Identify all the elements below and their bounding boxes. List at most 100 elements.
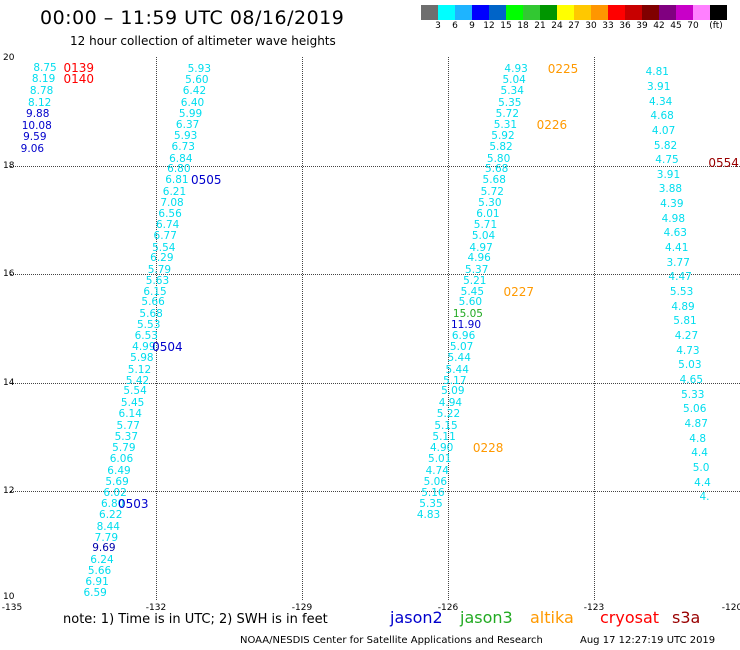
wave-height-value: 6.59 (83, 587, 107, 600)
wave-height-value: 6.73 (171, 140, 195, 153)
wave-height-value: 6.96 (451, 329, 476, 342)
wave-height-value: 5.11 (432, 430, 456, 443)
wave-height-value: 5.69 (105, 475, 129, 488)
generation-timestamp: Aug 17 12:27:19 UTC 2019 (580, 635, 716, 646)
legend-tick-label: 15 (500, 21, 512, 31)
legend-tick-label: 6 (452, 21, 458, 31)
legend-swatch (608, 5, 625, 20)
legend-tick-label: 9 (469, 21, 475, 31)
legend-tick-label: 70 (687, 21, 699, 31)
wave-height-value: 10.08 (21, 119, 52, 132)
wave-height-value: 9.06 (20, 142, 45, 155)
wave-height-value: 5.79 (147, 263, 172, 276)
gridline-vertical (156, 57, 157, 600)
y-axis-tick-label: 14 (3, 377, 15, 388)
wave-height-value: 4.39 (660, 197, 684, 210)
wave-height-value: 5.72 (495, 107, 520, 120)
wave-height-value: 5.92 (491, 130, 515, 143)
y-axis-tick-label: 10 (3, 592, 15, 602)
pass-time-label: 0227 (503, 284, 535, 299)
legend-cryosat: cryosat (600, 608, 660, 627)
wave-height-value: 5.01 (428, 453, 452, 466)
pass-time-label: 0505 (191, 173, 222, 188)
wave-height-value: 4.81 (645, 65, 669, 78)
wave-height-value: 5.68 (482, 174, 506, 186)
legend-swatch (676, 5, 693, 20)
wave-height-value: 4.47 (668, 271, 692, 284)
map-subtitle: 12 hour collection of altimeter wave hei… (70, 34, 336, 48)
pass-time-label: 0139 (63, 60, 95, 75)
wave-height-value: 4.98 (661, 212, 686, 225)
wave-height-value: 5.77 (116, 419, 140, 432)
wave-height-value: 6.74 (155, 218, 180, 231)
wave-height-value: 5.68 (139, 307, 163, 320)
legend-tick-label: 33 (602, 21, 614, 31)
legend-tick-label: 21 (534, 21, 546, 31)
legend-tick-label: 24 (551, 21, 563, 31)
wave-height-value: 6.80 (167, 163, 191, 176)
x-axis-tick-label: -129 (291, 603, 313, 613)
pass-time-label: 0228 (472, 440, 504, 455)
credit-line: NOAA/NESDIS Center for Satellite Applica… (240, 635, 543, 646)
wave-height-value: 4.93 (504, 62, 528, 75)
wave-height-value: 4.68 (650, 109, 674, 122)
wave-height-value: 4.75 (655, 153, 679, 166)
wave-height-value: 5.33 (681, 388, 705, 401)
wave-height-value: 4.96 (467, 252, 491, 265)
wave-height-value: 5.12 (127, 363, 152, 376)
wave-height-value: 6.53 (134, 329, 158, 342)
wave-height-value: 4.4 (694, 476, 711, 489)
wave-height-value: 6.49 (107, 464, 131, 477)
wave-height-value: 6.15 (143, 285, 167, 298)
y-axis-tick-label: 18 (3, 160, 15, 171)
legend-swatch (438, 5, 455, 20)
gridline-horizontal (10, 274, 740, 276)
wave-height-value: 5.80 (486, 152, 511, 165)
wave-height-value: 4. (699, 491, 710, 504)
legend-tick-label: 42 (653, 21, 665, 31)
wave-height-value: 5.07 (449, 340, 474, 353)
wave-height-value: 15.05 (452, 307, 483, 320)
wave-height-value: 5.06 (423, 475, 448, 488)
legend-swatch (455, 5, 472, 20)
gridline-horizontal (10, 382, 740, 384)
wave-height-value: 5.93 (173, 130, 198, 143)
wave-height-value: 3.77 (666, 256, 690, 269)
legend-swatch (625, 5, 642, 20)
wave-height-value: 6.02 (103, 486, 127, 499)
wave-height-value: 5.45 (460, 285, 485, 298)
legend-tick-label: 36 (619, 21, 631, 31)
gridline-vertical (594, 57, 595, 600)
wave-height-value: 6.29 (150, 252, 174, 265)
legend-tick-label: 27 (568, 21, 580, 31)
y-axis-tick-label: 12 (3, 486, 15, 497)
wave-height-value: 5.81 (673, 315, 697, 328)
x-axis-tick-label: -123 (583, 603, 605, 613)
y-axis-tick-label: 16 (3, 269, 15, 280)
wave-height-value: 6.91 (85, 575, 109, 588)
wave-height-value: 8.19 (31, 73, 56, 85)
wave-height-value: 5.09 (441, 385, 465, 398)
wave-height-value: 6.81 (165, 174, 189, 186)
wave-height-value: 4.99 (132, 340, 156, 353)
wave-height-value: 4.89 (671, 300, 695, 313)
wave-height-value: 5.45 (120, 397, 145, 410)
wave-height-value: 5.98 (130, 352, 154, 365)
wave-height-value: 5.93 (187, 62, 212, 75)
wave-height-value: 5.0 (692, 461, 710, 474)
gridline-horizontal (10, 491, 740, 493)
wave-height-value: 5.31 (493, 118, 518, 131)
wave-height-value: 5.53 (669, 285, 694, 298)
wave-height-value: 4.87 (684, 417, 708, 430)
legend-tick-label: 30 (585, 21, 597, 31)
wave-height-value: 6.14 (118, 408, 142, 421)
wave-height-value: 6.01 (476, 207, 500, 220)
gridline-vertical (302, 57, 303, 600)
wave-height-value: 8.75 (33, 61, 57, 74)
legend-swatch (523, 5, 540, 20)
footnote: note: 1) Time is in UTC; 2) SWH is in fe… (63, 612, 328, 627)
wave-height-value: 5.82 (489, 140, 513, 153)
wave-height-value: 5.37 (465, 263, 489, 276)
legend-tick-label: 39 (636, 21, 648, 31)
wave-height-value: 6.22 (99, 509, 123, 522)
